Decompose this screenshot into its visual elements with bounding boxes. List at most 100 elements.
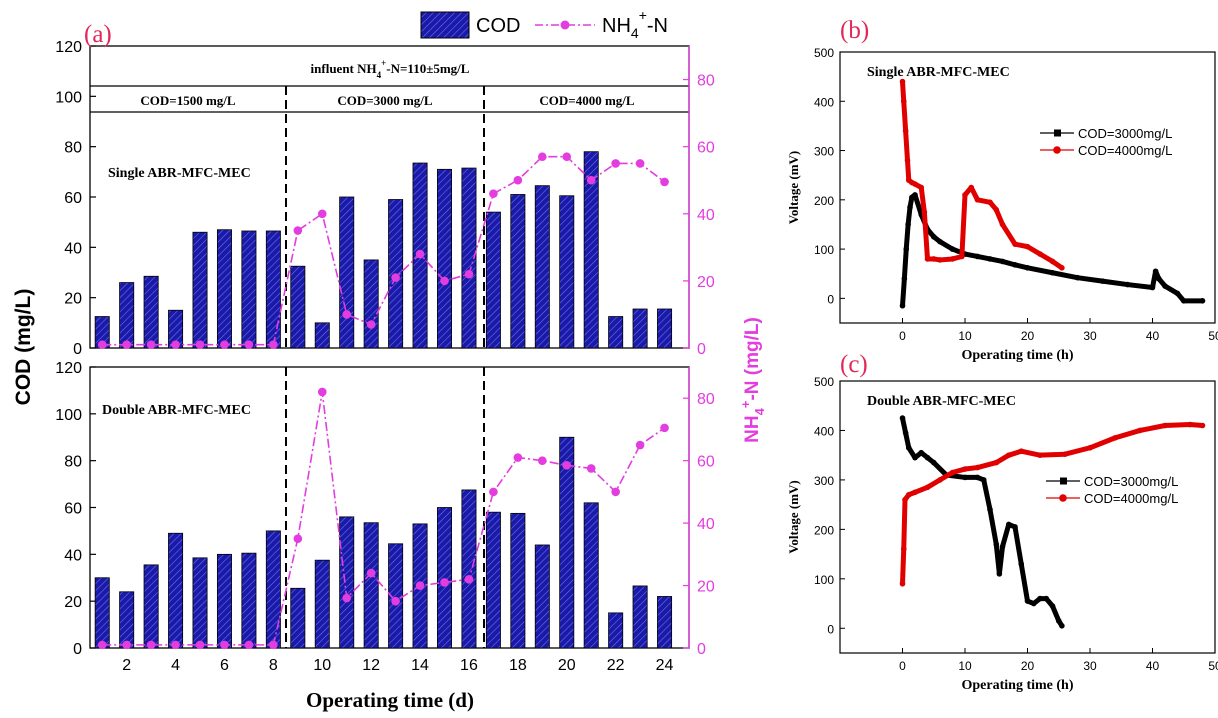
nh4-point-day-14	[415, 581, 425, 590]
voltage-point	[1059, 265, 1065, 271]
voltage-point	[1137, 427, 1143, 434]
voltage-point	[903, 246, 910, 252]
voltage-point	[1055, 618, 1062, 624]
xtick-label: 4	[171, 657, 180, 674]
ytick-label: 500	[814, 46, 834, 60]
cod-bar-day-16	[461, 489, 477, 649]
ytick-label-left: 40	[64, 547, 82, 564]
ytick-label-left: 40	[64, 240, 82, 257]
voltage-point	[1162, 283, 1168, 289]
ylabel: Voltage (mV)	[786, 151, 801, 225]
ytick-label-left: 120	[55, 39, 82, 56]
ytick-label-right: 40	[697, 516, 715, 533]
voltage-point	[900, 546, 907, 552]
voltage-point	[987, 199, 993, 206]
influent-label: influent NH4+-N=110±5mg/L	[311, 58, 470, 80]
xtick-label: 20	[1021, 659, 1035, 673]
ytick-label-left: 80	[64, 454, 82, 471]
voltage-point	[904, 157, 911, 164]
voltage-point	[949, 246, 956, 252]
nh4-point-day-8	[269, 640, 278, 650]
voltage-point	[962, 466, 968, 472]
cod-bar-day-18	[510, 512, 526, 649]
voltage-point	[899, 302, 906, 309]
xtick-label: 40	[1146, 329, 1160, 343]
voltage-point	[902, 128, 909, 134]
voltage-point	[1074, 274, 1081, 281]
voltage-point	[1112, 435, 1118, 441]
nh4-point-day-16	[464, 269, 474, 279]
ytick-label: 300	[814, 145, 834, 159]
voltage-point	[993, 459, 1000, 466]
ytick-label: 400	[814, 95, 834, 109]
legend-marker	[1054, 129, 1061, 137]
voltage-point	[905, 444, 912, 451]
voltage-point	[1012, 262, 1018, 268]
xtick-label: 18	[509, 657, 527, 674]
nh4-point-day-2	[122, 340, 131, 349]
cod-bar-day-10	[314, 322, 330, 349]
nh4-point-day-22	[611, 159, 620, 168]
voltage-point	[1155, 275, 1162, 282]
ytick-label-right: 60	[697, 454, 715, 471]
voltage-point	[1059, 623, 1065, 629]
xtick-label: 30	[1083, 659, 1097, 673]
cod-bar-day-16	[461, 167, 477, 349]
nh4-point-day-15	[440, 276, 449, 286]
panel-b: (b) 0 100 200 300 400 500 0 10 20 30 40 50 Single AB…	[786, 17, 1218, 363]
nh4-point-day-20	[562, 152, 572, 162]
panel-c: (c) 0 100 200 300 400 500 0 10 20 30 40 50 Double AB…	[786, 351, 1218, 693]
cod-bar-day-17	[485, 211, 501, 349]
voltage-point	[1024, 265, 1031, 271]
nh4-point-day-15	[440, 578, 449, 587]
nh4-point-day-21	[586, 175, 596, 185]
voltage-point	[999, 543, 1006, 550]
voltage-point	[1062, 451, 1068, 457]
cod-bar-day-24	[657, 596, 673, 649]
ytick-label: 400	[814, 424, 834, 438]
voltage-point	[1037, 251, 1043, 257]
ytick-label-left: 100	[55, 407, 82, 424]
nh4-point-day-1	[97, 340, 107, 349]
panel-a: influent NH4+-N=110±5mg/L COD=1500 mg/L …	[12, 7, 767, 712]
voltage-point	[902, 430, 909, 436]
cod-bar-day-18	[510, 194, 526, 349]
voltage-point	[918, 184, 925, 191]
voltage-point	[1030, 600, 1037, 607]
nh4-point-day-18	[513, 453, 523, 462]
voltage-point	[1012, 241, 1018, 247]
xtick-label: 2	[122, 657, 131, 674]
xlabel: Operating time (h)	[962, 678, 1074, 693]
nh4-point-day-5	[195, 640, 205, 650]
cod-bar-day-7	[241, 552, 257, 649]
nh4-point-day-12	[366, 320, 376, 329]
nh4-point-day-21	[586, 464, 596, 473]
cod-bar-day-22	[608, 612, 624, 649]
xtick-label: 22	[607, 657, 625, 674]
voltage-point	[899, 415, 906, 421]
cod-bar-day-23	[632, 308, 648, 349]
panel-label-b: (b)	[840, 17, 869, 44]
xtick-label: 10	[958, 659, 972, 673]
nh4-point-day-1	[97, 640, 107, 650]
voltage-point	[1049, 269, 1056, 276]
xtick-label: 16	[460, 657, 478, 674]
legend-marker	[1053, 146, 1061, 154]
nh4-point-day-10	[317, 387, 327, 397]
xtick-label: 12	[362, 657, 380, 674]
voltage-point	[1174, 290, 1181, 297]
voltage-title: Double ABR-MFC-MEC	[867, 394, 1016, 409]
ytick-label-left: 20	[64, 594, 82, 611]
ytick-label: 500	[814, 375, 834, 389]
cod-bar-day-4	[168, 532, 184, 649]
cod-bar-day-20	[559, 195, 575, 349]
voltage-point	[905, 221, 911, 228]
nh4-point-day-24	[660, 177, 669, 187]
voltage-point	[924, 454, 931, 461]
voltage-point	[980, 477, 987, 483]
xtick-label: 40	[1146, 659, 1160, 673]
voltage-point	[1124, 281, 1131, 288]
nh4-point-day-7	[244, 640, 254, 650]
voltage-point	[1018, 561, 1025, 567]
